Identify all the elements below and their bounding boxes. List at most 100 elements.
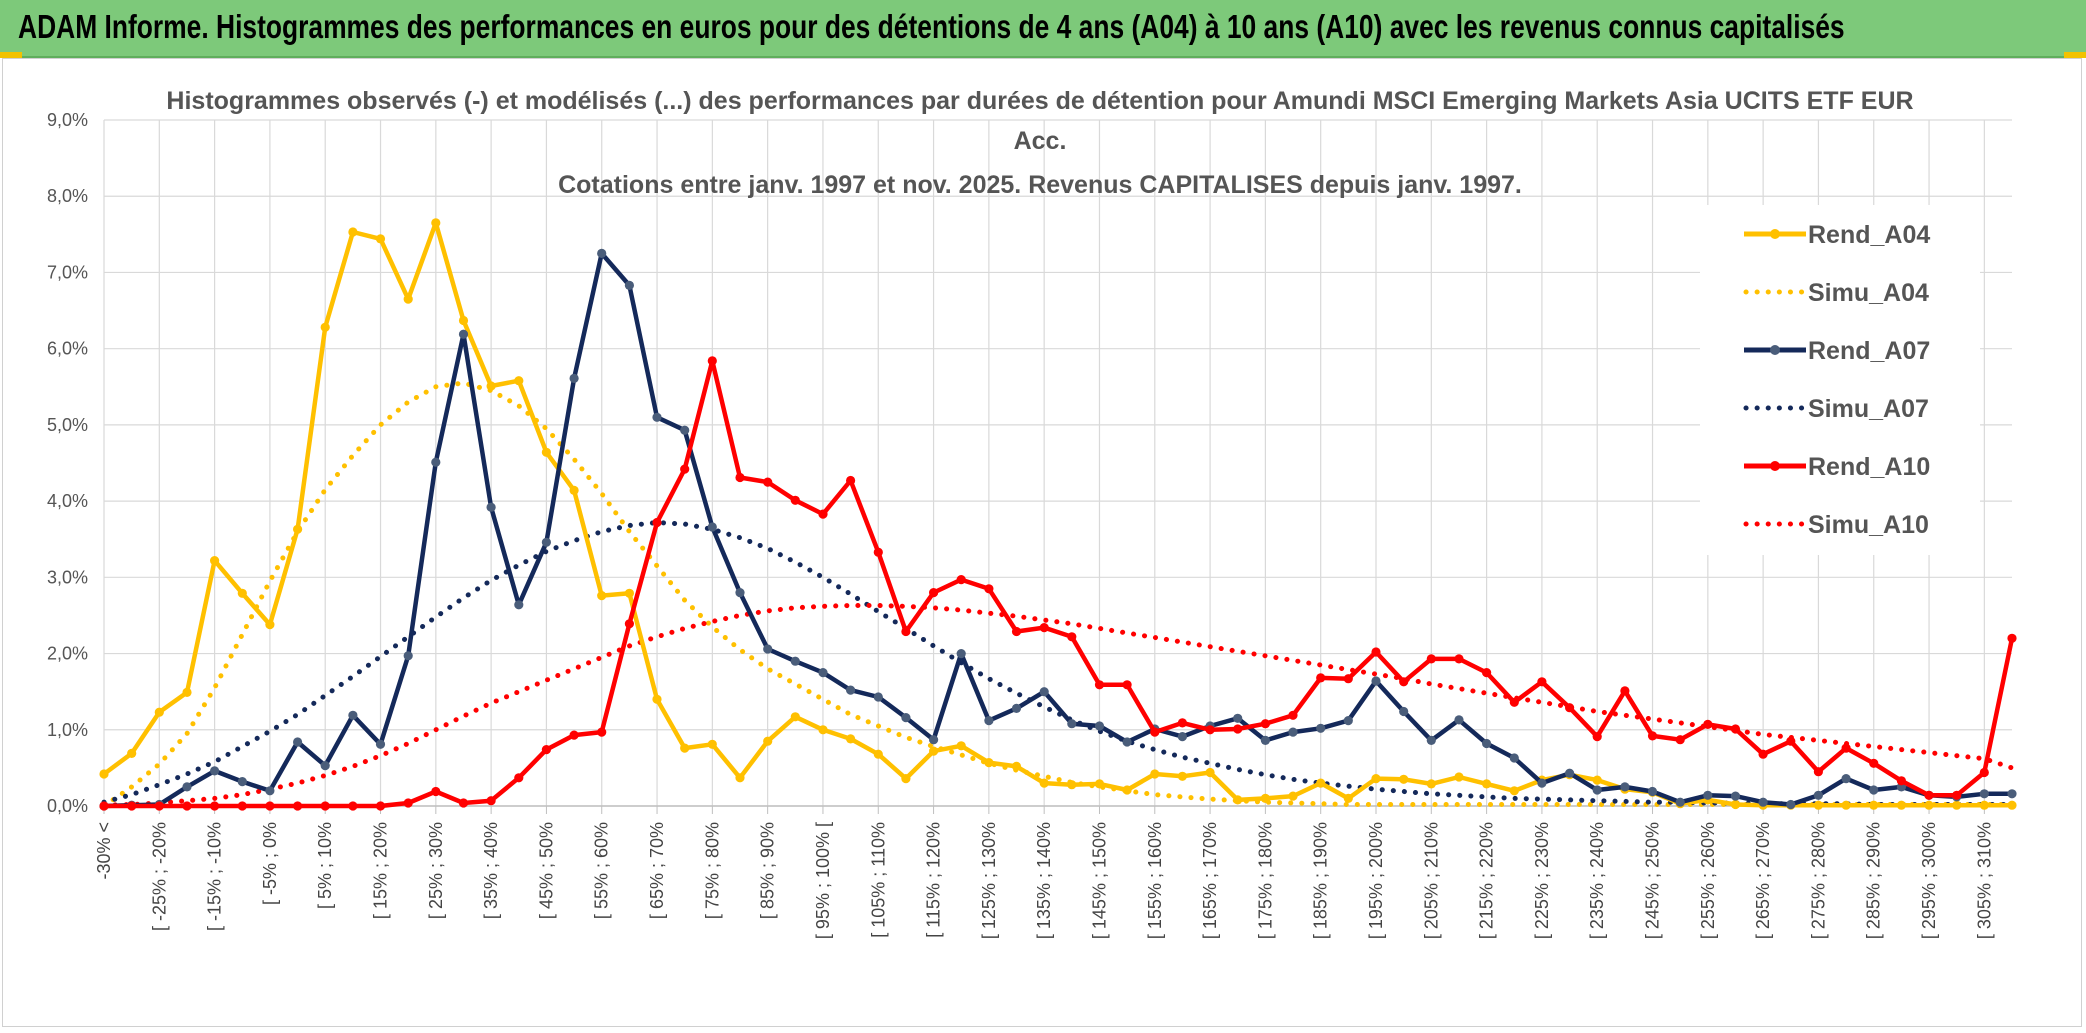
data-point-rend-a04 [320, 322, 330, 332]
data-point-rend-a07 [1233, 713, 1243, 723]
x-tick-label: [ 85% ; 90% [758, 822, 778, 919]
data-point-rend-a10 [1896, 776, 1906, 786]
data-point-rend-a04 [154, 707, 164, 717]
data-point-rend-a04 [680, 743, 690, 753]
data-point-rend-a07 [1288, 727, 1298, 737]
data-point-rend-a04 [1924, 800, 1934, 810]
chart-frame [2, 58, 2082, 1027]
data-point-rend-a07 [1647, 786, 1658, 797]
data-point-rend-a10 [541, 745, 552, 755]
data-point-rend-a10 [818, 509, 828, 519]
data-point-rend-a07 [1316, 723, 1326, 733]
data-point-rend-a07 [624, 280, 635, 290]
x-tick-label: [ 5% ; 10% [315, 822, 335, 909]
data-point-rend-a10 [1786, 736, 1796, 746]
legend: Rend_A04 Simu_A04 Rend_A07 Simu_A07 Rend_A10… [1743, 221, 1930, 539]
y-tick-label: 8,0% [47, 186, 88, 206]
data-point-rend-a04 [1205, 767, 1215, 778]
page-title: ADAM Informe. Histogrammes des performan… [18, 8, 1845, 45]
x-tick-label: [ 15% ; 20% [371, 822, 391, 919]
data-point-rend-a07 [1011, 703, 1022, 714]
data-point-rend-a04 [956, 741, 966, 751]
data-point-rend-a07 [1039, 687, 1049, 697]
data-point-rend-a04 [1177, 771, 1187, 781]
data-point-rend-a07 [1730, 791, 1741, 801]
x-tick-label: [ 125% ; 130% [979, 822, 999, 939]
data-point-rend-a04 [1039, 778, 1049, 788]
x-tick-label: [ 185% ; 190% [1311, 822, 1331, 939]
data-point-rend-a04 [1952, 800, 1962, 810]
data-point-rend-a07 [1482, 738, 1492, 749]
data-point-rend-a07 [1509, 753, 1519, 763]
data-point-rend-a07 [569, 373, 579, 383]
x-tick-label: [ 105% ; 110% [868, 822, 888, 938]
legend-label-simu-a10: Simu_A10 [1808, 511, 1929, 539]
data-point-rend-a04 [1260, 793, 1270, 804]
data-point-rend-a10 [375, 801, 386, 811]
data-point-rend-a10 [901, 626, 911, 637]
data-point-rend-a04 [182, 687, 192, 698]
data-point-rend-a04 [1288, 791, 1298, 801]
data-point-rend-a04 [541, 447, 552, 457]
data-point-rend-a04 [375, 234, 386, 244]
data-point-rend-a10 [1205, 725, 1215, 735]
data-point-rend-a10 [127, 801, 137, 811]
data-point-rend-a10 [210, 801, 220, 811]
data-point-rend-a10 [237, 801, 247, 811]
data-point-rend-a10 [1039, 623, 1049, 633]
data-point-rend-a10 [1011, 626, 1022, 637]
x-tick-label: [ 55% ; 60% [592, 822, 612, 919]
data-point-rend-a04 [1592, 775, 1602, 785]
data-point-rend-a04 [458, 315, 469, 326]
data-point-rend-a07 [873, 692, 883, 702]
series-line-simu-a10 [101, 603, 2015, 808]
data-point-rend-a07 [541, 537, 552, 547]
data-point-rend-a07 [1592, 785, 1602, 795]
data-point-rend-a04 [873, 749, 883, 759]
data-point-rend-a07 [1979, 789, 1989, 799]
data-point-rend-a04 [1399, 774, 1409, 784]
data-point-rend-a07 [1565, 768, 1575, 778]
data-point-rend-a04 [486, 381, 496, 391]
data-point-rend-a04 [846, 734, 856, 744]
data-point-rend-a04 [293, 524, 303, 534]
data-point-rend-a04 [652, 694, 662, 704]
y-tick-label: 9,0% [47, 110, 88, 130]
data-point-rend-a10 [1177, 718, 1187, 728]
x-tick-label: [ -25% ; -20% [149, 822, 169, 931]
data-point-rend-a07 [790, 656, 800, 666]
data-point-rend-a10 [624, 619, 635, 629]
data-point-rend-a04 [348, 227, 358, 237]
data-point-rend-a10 [1343, 674, 1353, 684]
data-point-rend-a04 [763, 736, 773, 746]
data-point-rend-a07 [956, 649, 966, 659]
data-point-rend-a07 [597, 248, 607, 258]
data-point-rend-a04 [929, 746, 939, 756]
x-tick-label: [ 235% ; 240% [1587, 822, 1607, 939]
data-point-rend-a07 [265, 786, 275, 796]
legend-label-simu-a07: Simu_A07 [1808, 395, 1929, 423]
data-point-rend-a07 [818, 668, 828, 678]
data-point-rend-a10 [956, 575, 966, 585]
data-point-rend-a07 [1537, 778, 1547, 788]
data-point-rend-a07 [1620, 782, 1630, 792]
data-point-rend-a04 [624, 588, 635, 598]
data-point-rend-a04 [237, 588, 247, 598]
legend-marker-rend-a07 [1770, 345, 1780, 355]
data-point-rend-a10 [680, 464, 690, 474]
data-point-rend-a07 [1094, 721, 1105, 731]
legend-background [1700, 205, 1980, 555]
data-point-rend-a10 [1150, 727, 1160, 737]
data-point-rend-a10 [1647, 731, 1658, 741]
x-tick-label: [ 25% ; 30% [426, 822, 446, 919]
data-point-rend-a04 [99, 769, 109, 779]
x-tick-label: [ 255% ; 260% [1698, 822, 1718, 939]
data-point-rend-a10 [1399, 677, 1409, 687]
data-point-rend-a10 [1869, 758, 1879, 768]
x-tick-label: [ 215% ; 220% [1477, 822, 1497, 939]
data-point-rend-a04 [984, 758, 994, 768]
data-point-rend-a10 [1233, 724, 1243, 734]
data-point-rend-a07 [1841, 774, 1851, 784]
data-point-rend-a10 [2007, 633, 2017, 643]
